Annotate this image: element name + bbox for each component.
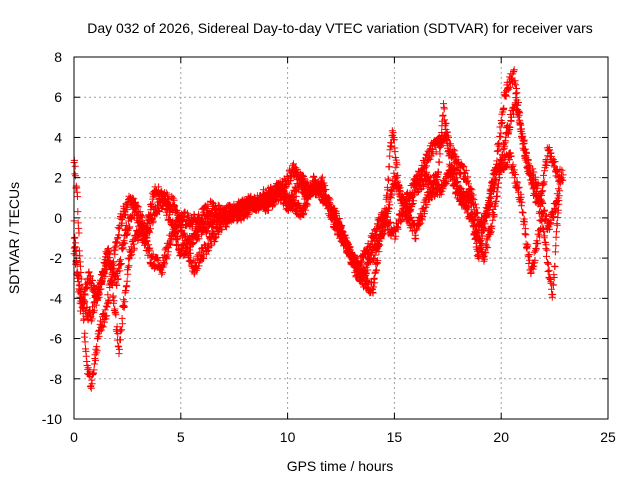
y-tick-label: -4 bbox=[50, 290, 63, 306]
y-tick-label: 2 bbox=[54, 170, 62, 186]
y-tick-label: -8 bbox=[50, 371, 63, 387]
x-axis-title: GPS time / hours bbox=[287, 458, 394, 474]
x-tick-label: 15 bbox=[387, 429, 403, 445]
y-tick-label: 6 bbox=[54, 89, 62, 105]
y-tick-label: -6 bbox=[50, 331, 63, 347]
x-tick-label: 25 bbox=[600, 429, 616, 445]
y-tick-label: -10 bbox=[42, 411, 62, 427]
x-tick-label: 20 bbox=[493, 429, 509, 445]
grid-layer bbox=[74, 57, 608, 419]
x-tick-label: 0 bbox=[70, 429, 78, 445]
tick-layer: 0 5 10 15 20 25 -10 -8 -6 -4 -2 0 2 4 6 8 bbox=[42, 49, 616, 445]
y-tick-label: 8 bbox=[54, 49, 62, 65]
y-tick-label: -2 bbox=[50, 250, 63, 266]
y-tick-label: 4 bbox=[54, 129, 62, 145]
y-axis-title: SDTVAR / TECUs bbox=[6, 182, 22, 294]
x-tick-label: 5 bbox=[177, 429, 185, 445]
y-tick-label: 0 bbox=[54, 210, 62, 226]
x-tick-label: 10 bbox=[280, 429, 296, 445]
plot-frame bbox=[73, 56, 609, 420]
chart-title: Day 032 of 2026, Sidereal Day-to-day VTE… bbox=[87, 20, 593, 36]
